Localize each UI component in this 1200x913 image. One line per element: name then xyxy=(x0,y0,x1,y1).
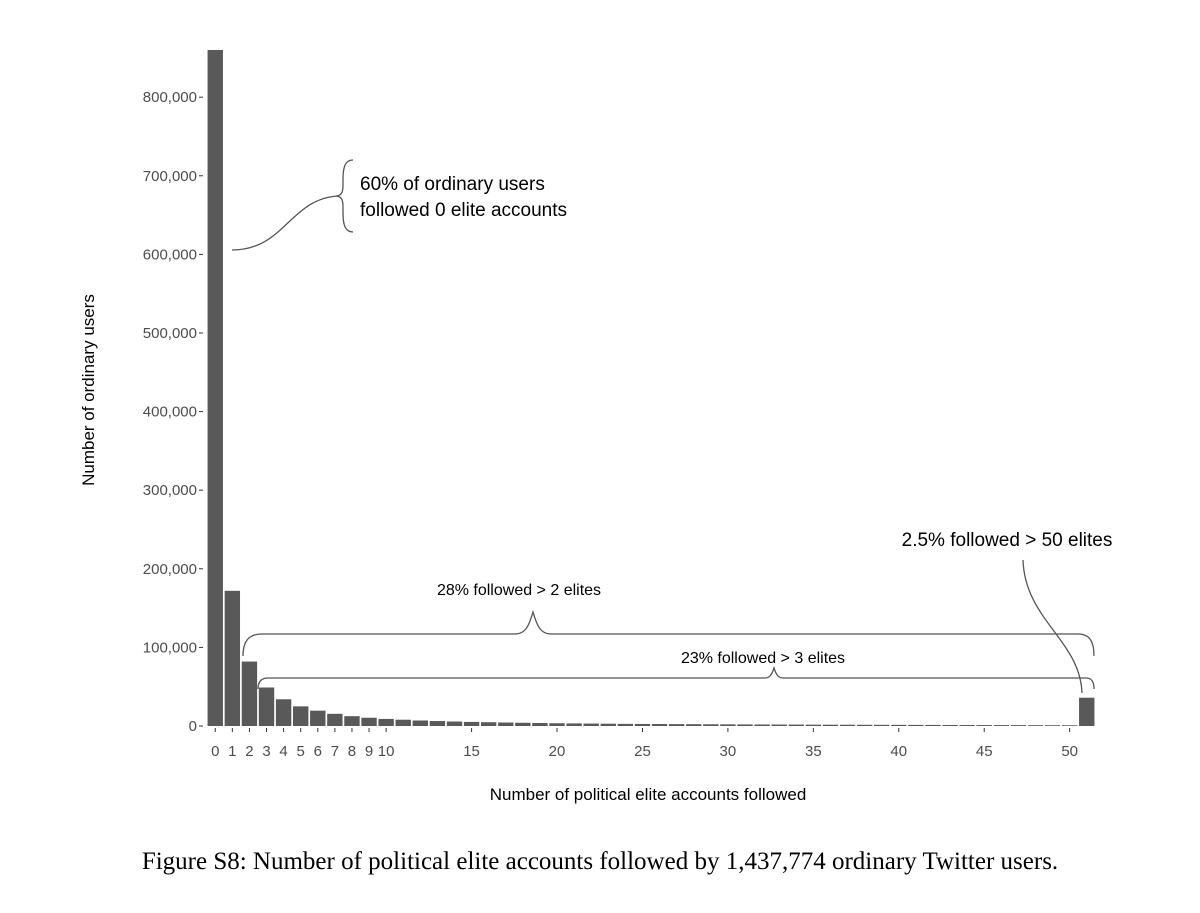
y-tick-label: 400,000 xyxy=(143,404,197,421)
bar xyxy=(207,50,223,726)
x-axis-title: Number of political elite accounts follo… xyxy=(490,785,807,804)
bar xyxy=(549,723,565,726)
y-tick-label: 700,000 xyxy=(143,168,197,185)
y-tick-label: 200,000 xyxy=(143,561,197,578)
bar xyxy=(446,721,463,726)
bar xyxy=(583,723,599,726)
bar xyxy=(668,724,685,726)
annotation-over-two-label: 28% followed > 2 elites xyxy=(437,582,601,599)
bar xyxy=(241,661,258,726)
annotation-zero-line1: 60% of ordinary users xyxy=(360,174,545,195)
bar xyxy=(617,723,634,726)
annotation-over-three-brace xyxy=(257,665,1095,690)
bar xyxy=(378,718,394,726)
x-tick-label: 9 xyxy=(365,743,373,760)
y-tick-label: 800,000 xyxy=(143,89,197,106)
bar xyxy=(515,722,531,726)
bar xyxy=(293,706,309,726)
bar xyxy=(327,713,343,726)
bar xyxy=(908,724,924,726)
x-tick-label: 30 xyxy=(720,743,737,760)
bar xyxy=(412,720,428,726)
x-tick-label: 20 xyxy=(549,743,566,760)
bar xyxy=(532,723,548,726)
x-tick-label: 50 xyxy=(1061,743,1078,760)
bar xyxy=(566,723,582,726)
bar xyxy=(686,724,702,726)
x-tick-label: 3 xyxy=(262,743,270,760)
annotation-over-two-brace xyxy=(242,609,1095,657)
bars xyxy=(207,50,1095,726)
annotation-over-fifty-curve xyxy=(1022,559,1083,694)
bar xyxy=(651,724,668,726)
bar xyxy=(925,724,941,726)
x-tick-label: 0 xyxy=(211,743,219,760)
bar xyxy=(839,724,856,726)
bar xyxy=(720,724,736,726)
x-tick-label: 15 xyxy=(463,743,480,760)
figure-caption: Figure S8: Number of political elite acc… xyxy=(141,848,1059,875)
x-tick-label: 25 xyxy=(634,743,651,760)
bar xyxy=(1044,725,1061,726)
bar xyxy=(993,725,1009,726)
x-tick-label: 1 xyxy=(228,743,236,760)
x-tick-label: 10 xyxy=(378,743,395,760)
bar xyxy=(703,724,719,726)
x-tick-label: 45 xyxy=(976,743,993,760)
x-tick-label: 40 xyxy=(890,743,907,760)
x-tick-label: 35 xyxy=(805,743,822,760)
x-tick-label: 4 xyxy=(279,743,287,760)
bar xyxy=(856,724,873,726)
annotation-over-fifty-label: 2.5% followed > 50 elites xyxy=(902,530,1113,551)
x-tick-label: 6 xyxy=(314,743,322,760)
x-axis: 0 1 2 3 4 5 6 7 8 9 10 15 20 25 30 35 40 45 50 xyxy=(211,728,1078,760)
bar xyxy=(976,725,992,726)
annotation-zero-followed xyxy=(231,159,354,251)
bar xyxy=(822,724,839,726)
bar xyxy=(480,722,497,726)
y-axis-title: Number of ordinary users xyxy=(79,294,98,486)
bar xyxy=(634,723,651,726)
bar xyxy=(498,722,514,726)
bar xyxy=(224,590,241,726)
bar xyxy=(942,724,958,726)
bar xyxy=(395,719,411,726)
x-tick-label: 7 xyxy=(331,743,339,760)
bar xyxy=(361,717,377,726)
bar xyxy=(771,724,787,726)
annotation-zero-line2: followed 0 elite accounts xyxy=(360,200,567,221)
bar xyxy=(275,699,292,726)
bar xyxy=(1010,725,1027,726)
bar xyxy=(1061,725,1078,726)
x-tick-label: 2 xyxy=(245,743,253,760)
y-tick-label: 300,000 xyxy=(143,482,197,499)
bar xyxy=(874,724,890,726)
bar xyxy=(959,725,975,726)
y-tick-label: 100,000 xyxy=(143,639,197,656)
y-axis: 0 100,000 200,000 300,000 400,000 500,000 600,… xyxy=(143,89,203,735)
y-tick-label: 0 xyxy=(189,718,197,735)
y-tick-label: 600,000 xyxy=(143,246,197,263)
bar xyxy=(754,724,770,726)
bar xyxy=(463,721,480,726)
annotation-over-three-label: 23% followed > 3 elites xyxy=(681,650,845,667)
bar xyxy=(788,724,804,726)
bar xyxy=(1027,725,1044,726)
bar xyxy=(344,716,360,726)
bar xyxy=(737,724,753,726)
bar xyxy=(310,710,326,726)
x-tick-label: 8 xyxy=(348,743,356,760)
chart: 0 100,000 200,000 300,000 400,000 500,000 600,… xyxy=(79,50,1113,804)
x-tick-label: 5 xyxy=(297,743,305,760)
bar xyxy=(891,724,907,726)
bar xyxy=(600,723,616,726)
bar xyxy=(258,687,275,726)
bar xyxy=(805,724,822,726)
bar xyxy=(1079,697,1095,726)
annotation-zero-curve xyxy=(231,195,340,251)
annotation-zero-bracket xyxy=(334,159,354,233)
bar xyxy=(429,721,446,726)
y-tick-label: 500,000 xyxy=(143,325,197,342)
